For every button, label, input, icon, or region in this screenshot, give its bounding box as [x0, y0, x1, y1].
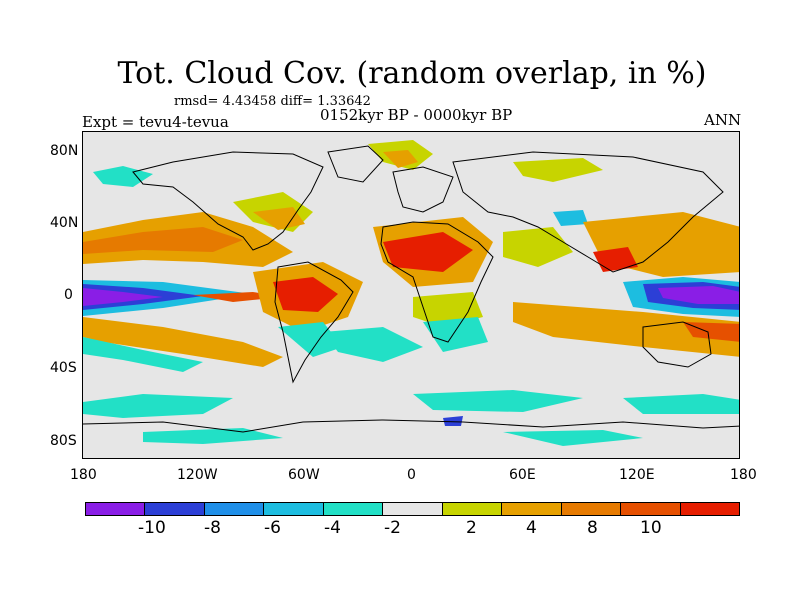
coastline-europe	[392, 166, 454, 213]
colorbar-box	[561, 503, 622, 515]
coastline-north-america	[132, 151, 324, 251]
anomaly-patch	[253, 207, 305, 230]
colorbar-label: -4	[324, 518, 341, 538]
lon-label: 180	[70, 467, 97, 483]
coastline-greenland	[327, 145, 384, 183]
colorbar-box	[502, 503, 562, 515]
anomaly-patch	[503, 227, 573, 267]
lon-label: 0	[407, 467, 416, 483]
experiment-label: Expt = tevu4-tevua	[82, 113, 229, 131]
colorbar-label: 4	[526, 518, 537, 538]
anomaly-fields	[83, 140, 739, 446]
map-panel	[82, 131, 740, 459]
colorbar-label: -10	[138, 518, 166, 538]
colorbar-box	[204, 503, 265, 515]
stats-text: rmsd= 4.43458 diff= 1.33642	[174, 94, 371, 109]
anomaly-patch	[273, 277, 338, 312]
lat-label: 40S	[50, 360, 77, 376]
lon-label: 60E	[509, 467, 536, 483]
colorbar-box	[264, 503, 324, 515]
coastlines	[83, 145, 739, 433]
anomaly-patch	[623, 394, 739, 414]
lon-label: 120E	[619, 467, 655, 483]
anomaly-patch	[83, 317, 283, 367]
anomaly-patch	[593, 247, 638, 272]
colorbar	[85, 502, 740, 516]
anomaly-patch	[83, 227, 243, 254]
anomaly-patch	[513, 302, 739, 357]
coastline-asia	[452, 151, 724, 273]
anomaly-patch	[383, 232, 473, 272]
colorbar-label: 8	[587, 518, 598, 538]
anomaly-patch	[83, 288, 163, 306]
colorbar-box	[86, 503, 146, 515]
lat-label: 0	[64, 287, 73, 303]
colorbar-box	[145, 503, 205, 515]
anomaly-patch	[443, 416, 463, 426]
anomaly-patch	[83, 394, 233, 418]
colorbar-box	[621, 503, 681, 515]
coastline-australia	[642, 321, 712, 368]
lat-label: 40N	[50, 215, 79, 231]
anomaly-patch	[553, 210, 588, 226]
colorbar-label: 2	[466, 518, 477, 538]
lon-label: 120W	[177, 467, 218, 483]
colorbar-box	[442, 503, 503, 515]
anomaly-patch	[503, 430, 643, 446]
coastline-africa	[380, 221, 494, 343]
colorbar-box	[383, 503, 443, 515]
colorbar-box	[323, 503, 384, 515]
colorbar-label: -6	[264, 518, 281, 538]
colorbar-label: 10	[640, 518, 662, 538]
colorbar-box	[680, 503, 739, 515]
lon-label: 180	[730, 467, 757, 483]
period-label: 0152kyr BP - 0000kyr BP	[320, 106, 513, 124]
lon-label: 60W	[288, 467, 320, 483]
plot-title: Tot. Cloud Cov. (random overlap, in %)	[117, 56, 707, 91]
anomaly-patch	[513, 158, 603, 182]
coastline-south-america	[274, 261, 354, 384]
colorbar-label: -8	[204, 518, 221, 538]
colorbar-label: -2	[384, 518, 401, 538]
anomaly-patch	[423, 317, 488, 352]
anomaly-patch	[83, 337, 203, 372]
anomaly-patch	[413, 390, 583, 412]
anomaly-patch	[323, 327, 423, 362]
lat-label: 80N	[50, 143, 79, 159]
cloud-cover-map	[83, 140, 739, 446]
anomaly-patch	[658, 286, 739, 304]
coastline-antarctica	[83, 419, 739, 433]
anomaly-patch	[683, 322, 739, 342]
season-label: ANN	[704, 111, 742, 129]
lat-label: 80S	[50, 433, 77, 449]
anomaly-patch	[383, 150, 418, 168]
anomaly-patch	[143, 428, 283, 444]
